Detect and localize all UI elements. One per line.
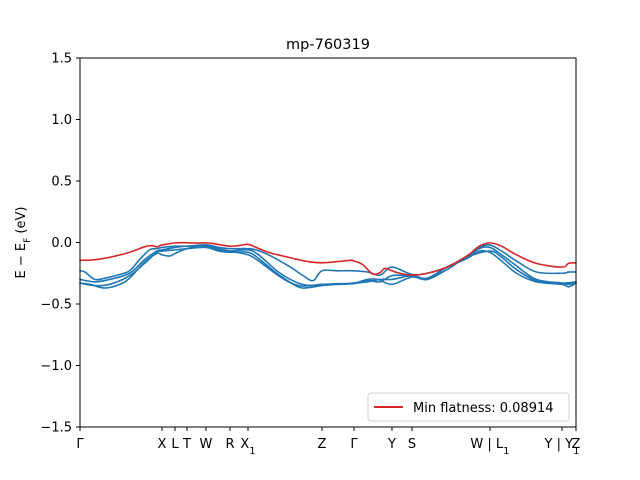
x-tick-label: Z <box>318 437 327 452</box>
y-tick-label: 1.5 <box>51 52 72 67</box>
y-tick-label: 1.0 <box>51 113 72 128</box>
series-layer <box>79 241 577 289</box>
x-tick-label: Γ <box>76 437 84 452</box>
y-tick-label: −1.0 <box>40 359 72 374</box>
band-line <box>79 244 577 289</box>
x-tick-label: S <box>408 437 416 452</box>
band-line <box>79 246 577 287</box>
y-tick-label: 0.5 <box>51 175 72 190</box>
x-tick-label: Y | Y1 <box>544 437 580 457</box>
x-tick-label: W | L1 <box>470 437 509 457</box>
x-tick-label: L <box>171 437 179 452</box>
legend-label: Min flatness: 0.08914 <box>413 401 554 416</box>
x-tick-label: X <box>158 437 167 452</box>
legend: Min flatness: 0.08914 <box>367 392 570 422</box>
x-tick-label: X1 <box>240 437 255 457</box>
legend-box <box>367 392 570 422</box>
y-tick-label: 0.0 <box>51 236 72 251</box>
band-line <box>79 244 577 282</box>
x-tick-label: R <box>225 437 234 452</box>
x-tick-label: W <box>200 437 213 452</box>
flat-band-line <box>79 241 577 276</box>
x-tick-label: T <box>182 437 191 452</box>
y-tick-label: −1.5 <box>40 421 72 436</box>
x-tick-label: Z <box>572 437 581 452</box>
x-axis: Γ X L T W R X1 Z Γ Y S W | L1 Y | Y1Z <box>76 427 581 457</box>
y-axis-label: E − EF (eV) <box>14 207 33 279</box>
x-tick-label: Γ <box>350 437 358 452</box>
y-axis: 1.5 1.0 0.5 0.0 −0.5 −1.0 −1.5 <box>40 52 80 436</box>
plot-area <box>80 58 576 427</box>
y-tick-label: −0.5 <box>40 298 72 313</box>
chart-title: mp-760319 <box>286 37 370 53</box>
x-tick-label: Y <box>387 437 396 452</box>
